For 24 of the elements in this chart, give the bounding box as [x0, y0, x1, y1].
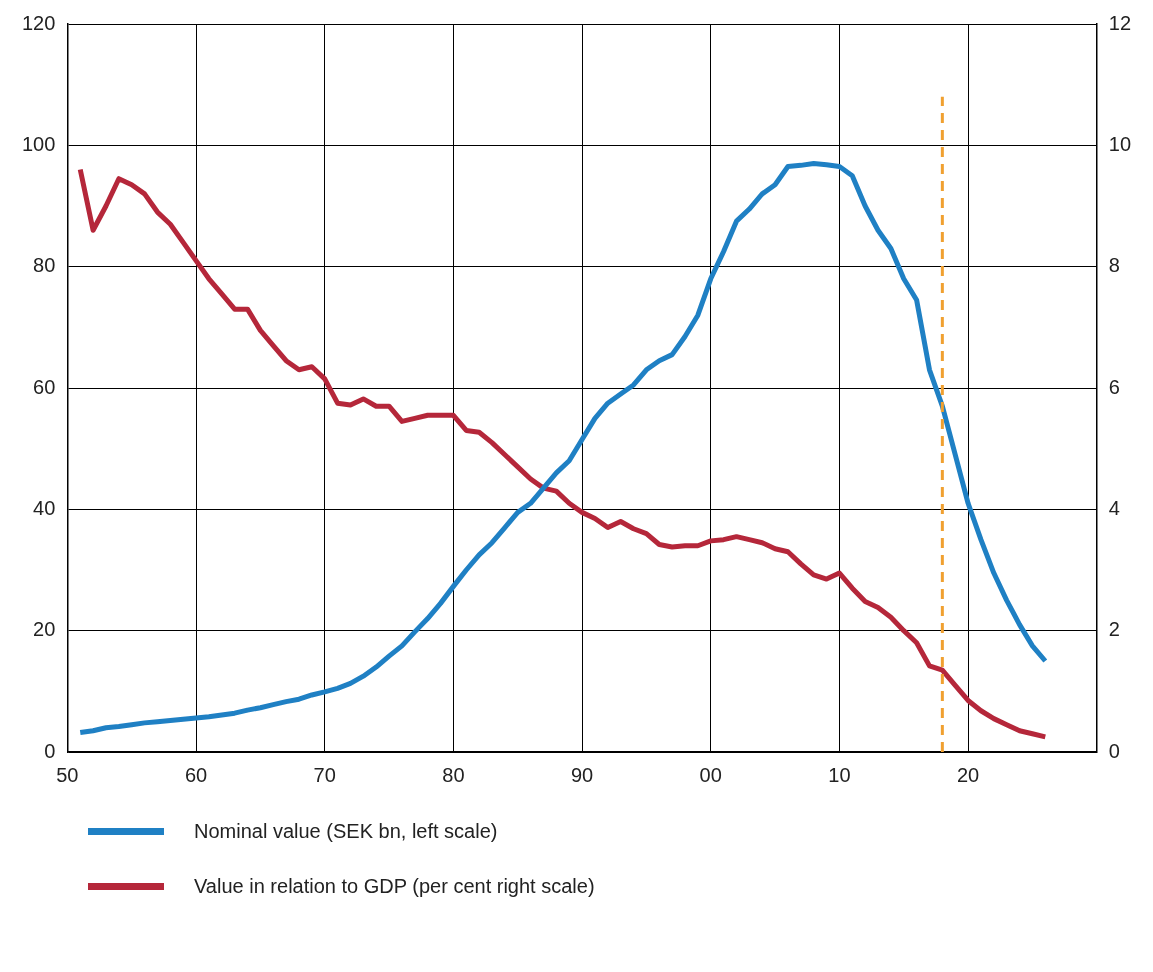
x-tick-label: 60 [184, 763, 208, 786]
x-tick-label: 90 [570, 763, 594, 786]
y2-tick-label: 6 [1108, 375, 1120, 398]
y-tick-label: 40 [33, 496, 56, 519]
legend-label: Value in relation to GDP (per cent right scale) [194, 875, 595, 898]
y-tick-label: 80 [33, 254, 56, 277]
legend-label: Nominal value (SEK bn, left scale) [194, 820, 498, 843]
y2-tick-label: 4 [1108, 496, 1120, 519]
x-tick-label: 70 [313, 763, 336, 786]
y-tick-label: 60 [33, 375, 56, 398]
y2-tick-label: 12 [1108, 11, 1131, 34]
y2-tick-label: 0 [1108, 739, 1120, 762]
x-tick-label: 20 [956, 763, 980, 786]
y2-tick-label: 8 [1108, 254, 1120, 277]
y2-tick-label: 2 [1108, 618, 1120, 641]
x-tick-label: 50 [56, 763, 79, 786]
x-tick-label: 80 [442, 763, 465, 786]
x-tick-label: 10 [828, 763, 851, 786]
y-tick-label: 20 [33, 618, 56, 641]
x-tick-label: 00 [699, 763, 722, 786]
y2-tick-label: 10 [1108, 132, 1131, 155]
y-tick-label: 0 [44, 739, 56, 762]
y-tick-label: 100 [21, 132, 56, 155]
y-tick-label: 120 [21, 11, 56, 34]
